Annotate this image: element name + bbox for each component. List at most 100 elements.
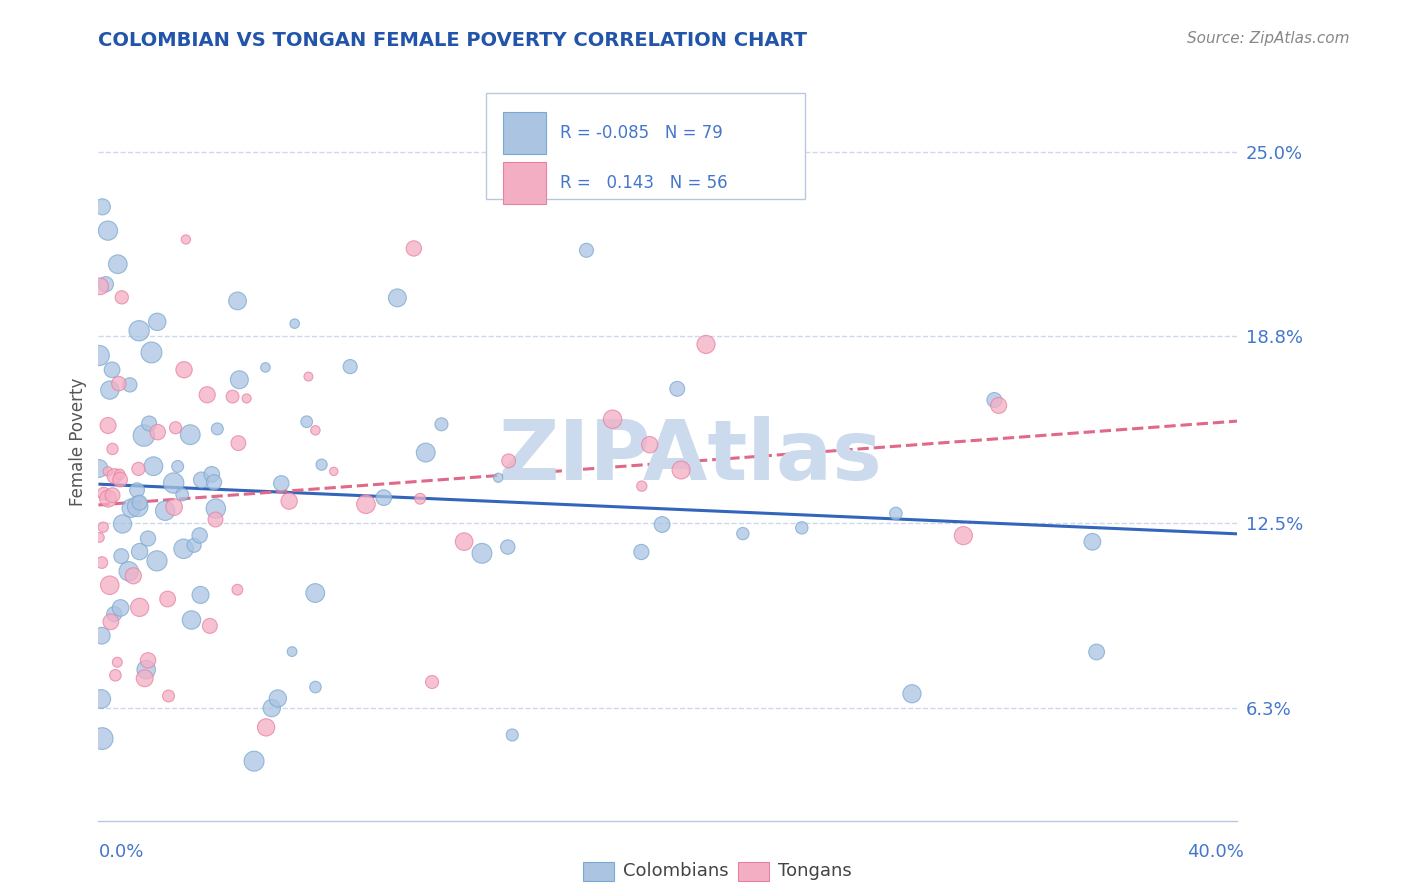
Point [134, 671, 156, 685]
Point [94, 277, 117, 292]
Point [884, 507, 907, 521]
Point [195, 388, 218, 402]
Point [304, 680, 326, 694]
Point [100, 615, 122, 629]
Text: COLOMBIAN VS TONGAN FEMALE POVERTY CORRELATION CHART: COLOMBIAN VS TONGAN FEMALE POVERTY CORRE… [98, 31, 807, 50]
Point [226, 293, 249, 308]
Point [420, 675, 443, 690]
Point [111, 290, 134, 304]
Point [311, 458, 333, 472]
FancyBboxPatch shape [485, 93, 804, 199]
Point [141, 345, 163, 359]
Point [630, 545, 652, 559]
Text: Colombians: Colombians [623, 863, 728, 880]
Point [127, 462, 149, 476]
Text: 40.0%: 40.0% [1188, 843, 1244, 861]
Bar [503, 162, 546, 204]
Point [163, 500, 186, 514]
Point [281, 644, 304, 658]
Point [226, 582, 249, 597]
Point [97, 418, 120, 433]
Point [901, 687, 924, 701]
Point [110, 601, 132, 615]
Point [127, 500, 149, 514]
Point [97, 464, 120, 478]
Point [190, 588, 212, 602]
Point [108, 473, 131, 487]
Point [190, 473, 212, 487]
Point [409, 491, 432, 506]
Point [108, 376, 131, 391]
Point [98, 578, 121, 592]
Point [284, 317, 307, 331]
Point [666, 382, 689, 396]
Point [339, 359, 361, 374]
Point [254, 720, 277, 734]
Point [201, 467, 224, 482]
Point [89, 531, 111, 545]
Point [90, 692, 112, 706]
Point [128, 496, 150, 510]
Point [221, 390, 243, 404]
Point [93, 486, 115, 500]
Point [146, 554, 169, 568]
Point [1085, 645, 1108, 659]
Point [304, 423, 326, 437]
Point [105, 655, 128, 669]
Text: R =   0.143   N = 56: R = 0.143 N = 56 [560, 174, 727, 192]
Point [207, 422, 229, 436]
Point [278, 494, 301, 508]
Point [89, 349, 111, 363]
Point [183, 538, 205, 552]
Point [136, 532, 159, 546]
Point [172, 487, 194, 501]
Point [983, 392, 1005, 407]
Point [110, 549, 132, 563]
Point [104, 668, 127, 682]
Point [128, 544, 150, 558]
Point [146, 315, 169, 329]
Point [163, 476, 186, 491]
Text: Source: ZipAtlas.com: Source: ZipAtlas.com [1187, 31, 1350, 46]
Point [103, 469, 125, 483]
Point [501, 728, 523, 742]
Point [97, 491, 120, 506]
Point [135, 663, 157, 677]
Point [157, 689, 180, 703]
Point [402, 242, 425, 256]
Point [630, 479, 652, 493]
Point [202, 475, 225, 490]
Point [430, 417, 453, 432]
Point [174, 232, 197, 246]
Point [228, 436, 250, 450]
Point [173, 363, 195, 377]
Text: Tongans: Tongans [778, 863, 851, 880]
Text: 0.0%: 0.0% [98, 843, 143, 861]
Point [111, 516, 134, 531]
Point [987, 399, 1010, 413]
Point [304, 586, 326, 600]
Point [695, 337, 717, 351]
Text: ZIPAtlas: ZIPAtlas [499, 417, 883, 497]
Point [146, 425, 169, 439]
Point [260, 701, 283, 715]
Point [188, 528, 211, 542]
Point [1081, 534, 1104, 549]
Point [120, 501, 142, 516]
Point [156, 592, 179, 607]
Point [166, 459, 188, 474]
Point [952, 528, 974, 542]
Point [118, 377, 141, 392]
Point [142, 459, 165, 474]
Point [297, 369, 319, 384]
Point [122, 569, 145, 583]
Point [602, 412, 624, 426]
Point [254, 360, 277, 375]
Point [180, 613, 202, 627]
Point [153, 504, 176, 518]
Point [103, 607, 125, 621]
Point [453, 534, 475, 549]
Point [128, 324, 150, 338]
Point [790, 521, 813, 535]
Point [204, 512, 226, 526]
